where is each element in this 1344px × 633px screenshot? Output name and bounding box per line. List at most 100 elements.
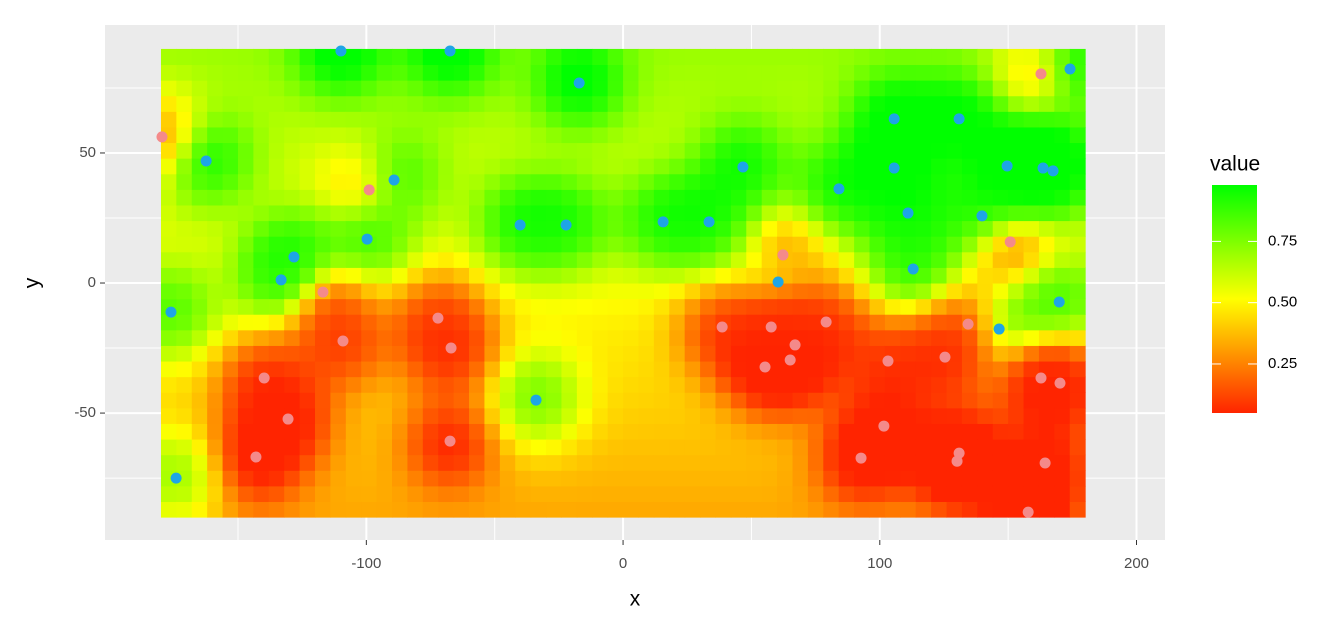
raster-cell	[684, 236, 701, 253]
raster-cell	[823, 470, 840, 487]
raster-cell	[854, 80, 871, 97]
raster-cell	[869, 329, 886, 346]
raster-cell	[854, 111, 871, 128]
raster-cell	[160, 204, 177, 222]
raster-cell	[961, 298, 978, 315]
raster-cell	[530, 126, 547, 144]
raster-cell	[792, 392, 809, 409]
raster-cell	[653, 392, 670, 409]
raster-cell	[361, 204, 378, 222]
raster-cell	[915, 142, 932, 159]
raster-cell	[592, 454, 609, 471]
raster-cell	[453, 361, 470, 378]
raster-cell	[376, 470, 393, 487]
raster-cell	[268, 80, 285, 97]
raster-cell	[592, 158, 609, 175]
raster-cell	[1023, 251, 1040, 268]
raster-cell	[700, 80, 716, 97]
raster-cell	[823, 345, 840, 362]
raster-cell	[730, 64, 747, 81]
raster-cell	[299, 189, 316, 206]
raster-cell	[623, 407, 639, 424]
raster-cell	[222, 111, 239, 128]
raster-cell	[915, 314, 932, 331]
raster-cell	[392, 189, 408, 206]
raster-cell	[469, 314, 485, 331]
raster-cell	[715, 485, 732, 503]
raster-cell	[499, 158, 516, 175]
raster-cell	[268, 220, 285, 237]
raster-cell	[946, 236, 963, 253]
raster-cell	[700, 345, 716, 362]
raster-cell	[268, 298, 285, 315]
raster-cell	[900, 158, 917, 175]
raster-cell	[222, 314, 239, 331]
raster-cell	[392, 142, 408, 159]
point	[1064, 63, 1076, 75]
raster-cell	[946, 314, 963, 331]
raster-cell	[160, 158, 177, 175]
raster-cell	[345, 454, 362, 471]
raster-cell	[761, 236, 778, 253]
raster-cell	[669, 439, 686, 456]
raster-cell	[469, 48, 485, 66]
raster-cell	[1054, 470, 1071, 487]
raster-cell	[807, 251, 824, 268]
raster-cell	[838, 407, 855, 424]
raster-cell	[314, 345, 331, 362]
raster-cell	[684, 345, 701, 362]
raster-cell	[191, 423, 208, 440]
raster-cell	[484, 251, 501, 268]
raster-cell	[623, 204, 639, 222]
raster-cell	[546, 220, 562, 237]
raster-cell	[376, 95, 393, 112]
raster-cell	[807, 485, 824, 503]
raster-cell	[191, 314, 208, 331]
raster-cell	[392, 80, 408, 97]
raster-cell	[684, 423, 701, 440]
raster-cell	[1023, 376, 1040, 393]
raster-cell	[561, 204, 578, 222]
raster-cell	[915, 251, 932, 268]
raster-cell	[884, 220, 901, 237]
raster-cell	[361, 158, 378, 175]
raster-cell	[499, 376, 516, 393]
raster-cell	[176, 142, 193, 159]
raster-cell	[807, 329, 824, 346]
raster-cell	[284, 376, 301, 393]
raster-cell	[807, 423, 824, 440]
raster-cell	[207, 329, 224, 346]
raster-cell	[176, 485, 193, 503]
raster-cell	[623, 485, 639, 503]
raster-cell	[607, 439, 624, 456]
raster-cell	[422, 361, 439, 378]
raster-cell	[761, 392, 778, 409]
raster-cell	[854, 64, 871, 81]
raster-cell	[484, 173, 501, 190]
raster-cell	[746, 361, 763, 378]
raster-cell	[530, 158, 547, 175]
raster-cell	[838, 204, 855, 222]
raster-cell	[207, 204, 224, 222]
raster-cell	[284, 95, 301, 112]
raster-cell	[330, 158, 347, 175]
raster-cell	[854, 142, 871, 159]
raster-cell	[900, 64, 917, 81]
raster-cell	[160, 407, 177, 424]
raster-cell	[438, 80, 455, 97]
raster-cell	[807, 361, 824, 378]
raster-cell	[469, 267, 485, 284]
raster-cell	[314, 158, 331, 175]
raster-cell	[284, 470, 301, 487]
raster-cell	[638, 48, 655, 66]
raster-cell	[884, 283, 901, 300]
raster-cell	[330, 392, 347, 409]
raster-cell	[653, 407, 670, 424]
raster-cell	[1054, 439, 1071, 456]
raster-cell	[946, 376, 963, 393]
raster-cell	[284, 80, 301, 97]
raster-cell	[299, 80, 316, 97]
raster-cell	[484, 439, 501, 456]
raster-cell	[438, 236, 455, 253]
